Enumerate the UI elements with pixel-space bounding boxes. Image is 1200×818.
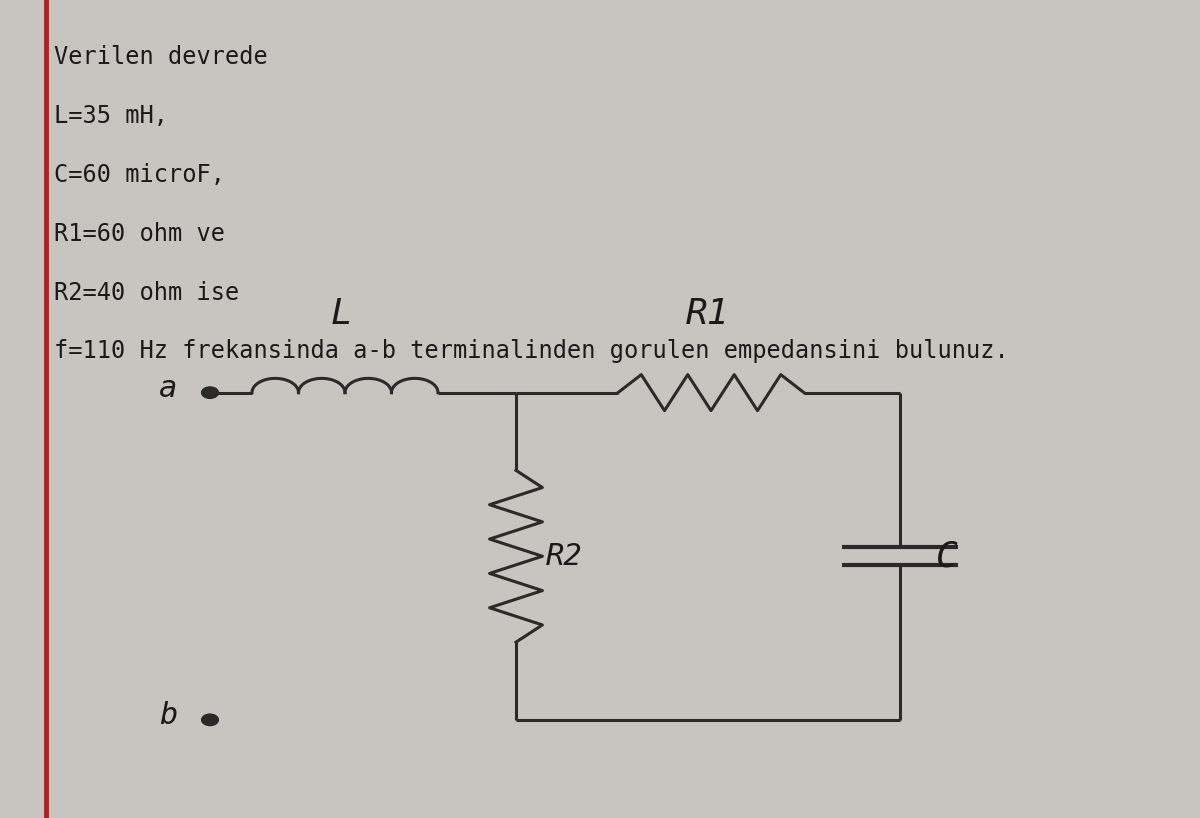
Text: Verilen devrede: Verilen devrede xyxy=(54,45,268,69)
Text: R1: R1 xyxy=(686,297,730,331)
Text: R1=60 ohm ve: R1=60 ohm ve xyxy=(54,222,226,245)
Text: L=35 mH,: L=35 mH, xyxy=(54,104,168,128)
Text: f=110 Hz frekansinda a-b terminalinden gorulen empedansini bulunuz.: f=110 Hz frekansinda a-b terminalinden g… xyxy=(54,339,1009,363)
Text: C=60 microF,: C=60 microF, xyxy=(54,163,226,187)
Circle shape xyxy=(202,387,218,398)
Text: R2=40 ohm ise: R2=40 ohm ise xyxy=(54,281,239,304)
Text: C: C xyxy=(936,539,958,573)
Text: b: b xyxy=(158,701,178,730)
Text: a: a xyxy=(158,374,178,403)
Text: R2: R2 xyxy=(546,542,583,571)
Text: L: L xyxy=(331,297,353,331)
Circle shape xyxy=(202,714,218,726)
